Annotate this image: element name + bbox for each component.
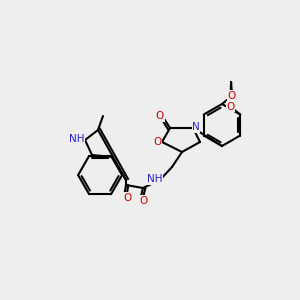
Text: O: O [139, 196, 147, 206]
Text: O: O [226, 101, 234, 112]
Text: N: N [192, 122, 200, 132]
Text: O: O [228, 91, 236, 101]
Text: O: O [123, 193, 131, 203]
Text: O: O [153, 137, 161, 147]
Text: O: O [156, 111, 164, 121]
Text: NH: NH [69, 134, 85, 144]
Text: NH: NH [147, 174, 163, 184]
